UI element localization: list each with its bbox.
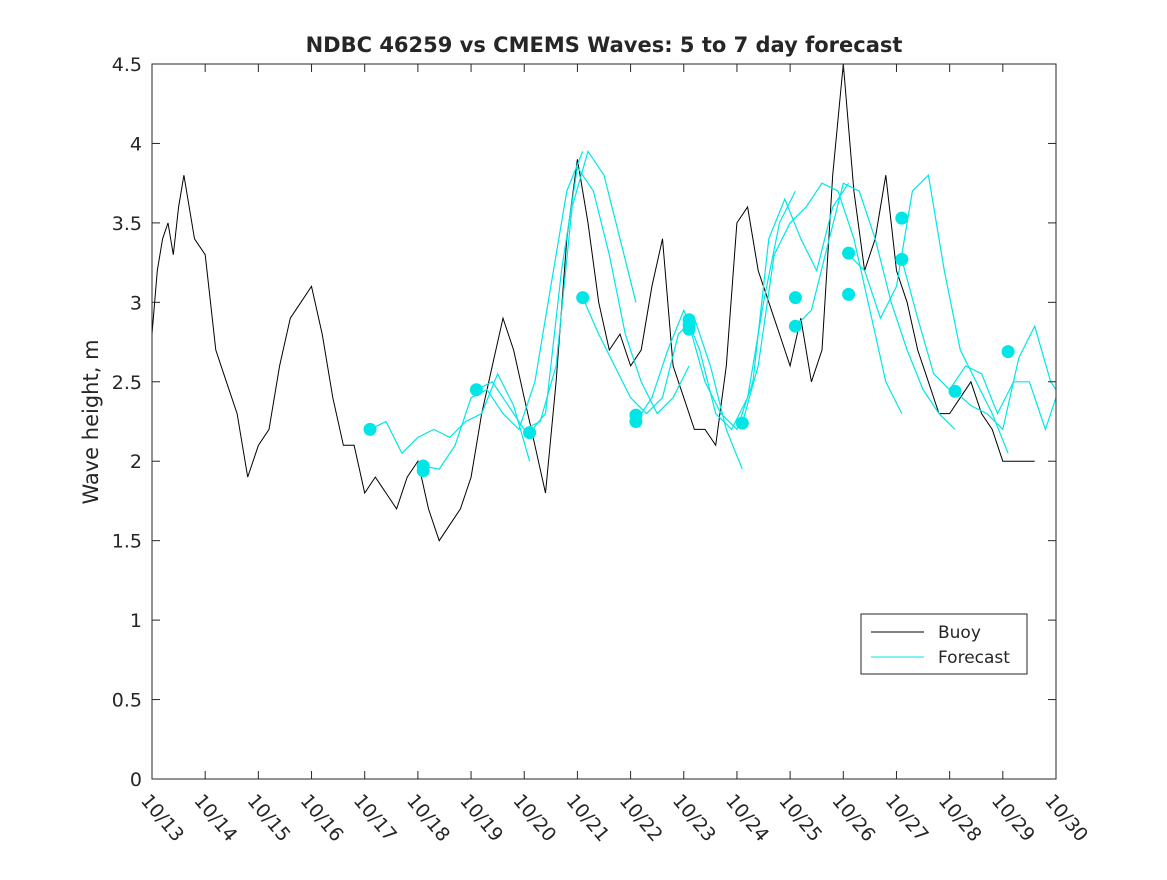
forecast-series bbox=[369, 149, 1057, 470]
forecast-start-marker bbox=[895, 252, 909, 266]
forecast-line-11 bbox=[901, 259, 1057, 432]
forecast-line-9 bbox=[794, 182, 956, 430]
forecast-start-marker bbox=[576, 291, 590, 305]
forecast-line-8 bbox=[741, 182, 903, 424]
x-tick-label: 10/26 bbox=[827, 790, 879, 846]
x-tick-label: 10/17 bbox=[349, 790, 401, 846]
forecast-start-marker bbox=[842, 287, 856, 301]
x-tick-label: 10/18 bbox=[402, 790, 454, 846]
y-tick-label: 0.5 bbox=[112, 690, 142, 712]
y-axis-ticks: 0 0.5 1 1.5 2 2.5 3 3.5 4 4.5 bbox=[112, 54, 1056, 791]
forecast-start-marker bbox=[895, 211, 909, 225]
axes-box bbox=[151, 63, 1057, 780]
forecast-start-marker bbox=[948, 384, 962, 398]
x-tick-label: 10/22 bbox=[615, 790, 667, 846]
legend: Buoy Forecast bbox=[860, 613, 1028, 675]
forecast-start-marker bbox=[682, 322, 696, 336]
y-tick-label: 1.5 bbox=[112, 531, 142, 553]
forecast-start-marker bbox=[842, 246, 856, 260]
legend-buoy-label: Buoy bbox=[938, 623, 981, 643]
y-tick-label: 1 bbox=[130, 610, 142, 632]
x-tick-label: 10/21 bbox=[562, 790, 614, 846]
x-tick-label: 10/20 bbox=[508, 790, 560, 846]
forecast-start-marker bbox=[788, 291, 802, 305]
y-tick-label: 4.5 bbox=[112, 54, 142, 76]
x-tick-label: 10/27 bbox=[881, 790, 933, 846]
forecast-start-marker bbox=[788, 319, 802, 333]
forecast-line-6 bbox=[635, 190, 796, 431]
y-tick-label: 2.5 bbox=[112, 372, 142, 394]
forecast-line-4 bbox=[529, 165, 690, 433]
chart-title: NDBC 46259 vs CMEMS Waves: 5 to 7 day fo… bbox=[306, 33, 903, 57]
x-tick-label: 10/23 bbox=[668, 790, 720, 846]
x-tick-label: 10/29 bbox=[987, 790, 1039, 846]
x-tick-label: 10/28 bbox=[934, 790, 986, 846]
y-tick-label: 4 bbox=[130, 133, 142, 155]
x-tick-label: 10/13 bbox=[136, 790, 188, 846]
forecast-start-marker bbox=[629, 415, 643, 428]
forecast-line-2 bbox=[423, 151, 584, 470]
buoy-line bbox=[151, 63, 1035, 542]
forecast-line-10 bbox=[848, 173, 1009, 454]
y-tick-label: 3 bbox=[130, 292, 142, 314]
x-tick-label: 10/24 bbox=[721, 790, 773, 846]
x-tick-label: 10/30 bbox=[1040, 790, 1092, 846]
forecast-start-marker bbox=[363, 422, 377, 436]
forecast-start-markers bbox=[363, 211, 1015, 478]
forecast-start-marker bbox=[416, 464, 430, 478]
x-tick-label: 10/16 bbox=[296, 790, 348, 846]
y-tick-label: 3.5 bbox=[112, 213, 142, 235]
buoy-series bbox=[151, 63, 1035, 542]
forecast-start-marker bbox=[523, 426, 537, 440]
forecast-line-1 bbox=[369, 372, 531, 462]
x-tick-label: 10/25 bbox=[774, 790, 826, 846]
x-tick-label: 10/15 bbox=[243, 790, 295, 846]
forecast-line-7 bbox=[688, 182, 850, 431]
forecast-start-marker bbox=[469, 383, 483, 397]
y-tick-label: 2 bbox=[130, 451, 142, 473]
x-tick-label: 10/19 bbox=[455, 790, 507, 846]
forecast-line-5 bbox=[582, 297, 743, 470]
x-tick-label: 10/14 bbox=[189, 790, 241, 846]
legend-forecast-label: Forecast bbox=[938, 648, 1010, 668]
forecast-line-3 bbox=[476, 149, 637, 431]
forecast-start-marker bbox=[735, 416, 749, 430]
y-axis-label: Wave height, m bbox=[79, 339, 103, 504]
forecast-start-marker bbox=[1001, 345, 1015, 359]
legend-box bbox=[860, 613, 1028, 675]
forecast-line-12 bbox=[954, 324, 1057, 431]
y-tick-label: 0 bbox=[130, 769, 142, 791]
